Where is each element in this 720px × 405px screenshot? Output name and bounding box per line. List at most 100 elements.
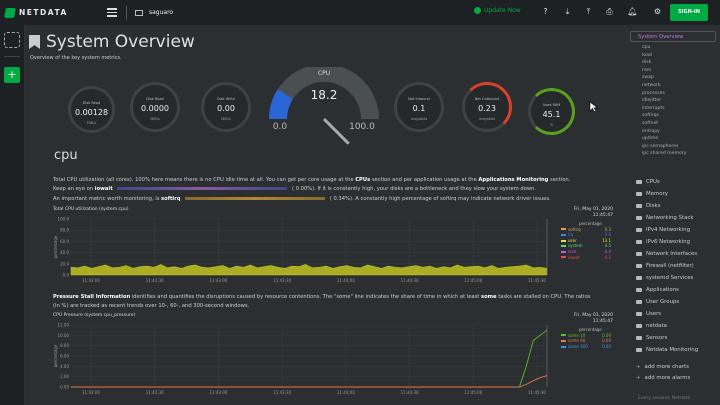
legend-item[interactable]: user 13.1 — [561, 238, 611, 244]
sidebar-subitem-idlejitter[interactable]: idlejitter — [642, 98, 662, 104]
y-tick-label: 10.00 — [58, 333, 70, 338]
top-bar: NETDATA saguaro Update Now ? ⤓ ⤒ ⎙ 🔔︎ ⚙ … — [0, 0, 720, 25]
sidebar-subitem-entropy[interactable]: entropy — [642, 128, 660, 134]
chart-cpu-utilization[interactable]: Total CPU utilization (system.cpu) Fri, … — [53, 207, 621, 285]
mouse-cursor-icon — [589, 101, 599, 113]
cpus-link[interactable]: CPUs — [355, 177, 371, 183]
sidebar-item-disks[interactable]: Disks — [636, 203, 660, 209]
cpu-gauge[interactable]: CPU 18.2 0.0 100.0 — [264, 67, 384, 162]
divider — [126, 5, 127, 20]
gauge-disk-read[interactable]: Disk Read 0.00128 MiB/s — [68, 86, 115, 133]
sidebar-item-cpus[interactable]: CPUs — [636, 179, 660, 185]
download-icon[interactable]: ⤓ — [565, 7, 570, 16]
sidebar-item-label: Network Interfaces — [646, 251, 698, 257]
legend-swatch — [561, 339, 566, 342]
gauge-disk-read-2[interactable]: Disk Read 0.0000 MiB/s — [130, 82, 180, 132]
sidebar-item-firewall-netfilter-[interactable]: Firewall (netfilter) — [636, 263, 694, 269]
gauge-unit: MiB/s — [86, 121, 97, 125]
space-icon[interactable] — [4, 32, 20, 48]
sidebar-subitem-swap[interactable]: swap — [642, 75, 654, 81]
add-space-button[interactable]: + — [4, 67, 20, 83]
sidebar-subitem-processes[interactable]: processes — [642, 90, 665, 96]
legend-item[interactable]: some 10 0.00 — [561, 333, 611, 339]
gauge-net-inbound[interactable]: Net Inbound 0.1 megabits — [394, 82, 444, 132]
sidebar-item-label: Memory — [646, 191, 668, 197]
legend-name: some 60 — [568, 338, 586, 344]
page-subtitle: Overview of the key system metrics. — [30, 55, 122, 61]
gauge-disk-write[interactable]: Disk Write 0.00 MiB/s — [201, 82, 251, 132]
sidebar-subitem-softirqs[interactable]: softirqs — [642, 113, 659, 119]
update-label: Update Now — [484, 7, 521, 14]
gauge-value: 0.0000 — [141, 104, 169, 113]
legend-item[interactable]: some 300 0.00 — [561, 344, 611, 350]
sidebar-subitem-softnet[interactable]: softnet — [642, 121, 659, 126]
host-selector[interactable]: saguaro — [135, 9, 173, 16]
sidebar-item-ipv6-networking[interactable]: IPv6 Networking — [636, 239, 690, 245]
hamburger-menu-icon[interactable] — [107, 8, 117, 17]
sidebar-subitem-ipc-semaphores[interactable]: ipc semaphores — [642, 143, 679, 149]
legend-item[interactable]: iowait 0.1 — [561, 255, 611, 261]
update-now-button[interactable]: Update Now — [474, 7, 521, 14]
legend-item[interactable]: system 4.5 — [561, 243, 611, 249]
gauge-net-outbound[interactable]: Net Outbound 0.23 megabits — [462, 82, 512, 132]
sidebar-item-sensors[interactable]: Sensors — [636, 335, 667, 341]
chart-title: CPU Pressure (system.cpu_pressure) — [53, 313, 136, 318]
sidebar-item-netdata-monitoring[interactable]: Netdata Monitoring — [636, 347, 698, 353]
x-tick-label: 11:42:00 — [82, 278, 100, 283]
applications-link[interactable]: Applications Monitoring — [478, 177, 549, 183]
gauge-unit: MiB/s — [221, 117, 231, 121]
legend-item[interactable]: nice 0.0 — [561, 249, 611, 255]
sidebar-subitem-disk[interactable]: disk — [642, 60, 652, 66]
legend-value: 0.3 — [604, 226, 611, 232]
gauge-label: Disk Read — [146, 97, 164, 101]
gear-icon[interactable]: ⚙ — [653, 7, 662, 16]
cpu-pressure-plot[interactable]: percentage 12.00 10.00 8.00 6.00 4.00 2.00 0.00… — [53, 321, 621, 399]
gauge-label: Used RAM — [542, 103, 561, 107]
sidebar-item-systemd-services[interactable]: systemd Services — [636, 275, 693, 281]
sidebar-item-label: Netdata Monitoring — [646, 347, 699, 353]
sidebar-subitem-uptime[interactable]: uptime — [642, 136, 659, 142]
legend-item[interactable]: some 60 0.00 — [561, 338, 611, 344]
signin-button[interactable]: SIGN-IN — [670, 4, 708, 21]
add-more-alarms-link[interactable]: + add more alarms — [636, 375, 690, 381]
sidebar-item-memory[interactable]: Memory — [636, 191, 668, 197]
cpu-utilization-plot[interactable]: percentage 100.0 80.0 60.0 40.0 20.0 0.0 11:42:… — [53, 215, 621, 287]
add-more-charts-link[interactable]: + add more charts — [636, 364, 689, 370]
gauge-label: Net Outbound — [474, 97, 500, 101]
sidebar-item-users[interactable]: Users — [636, 311, 661, 317]
legend-swatch — [561, 239, 566, 242]
y-axis-label: percentage — [53, 344, 58, 367]
chart-cpu-pressure[interactable]: CPU Pressure (system.cpu_pressure) Fri, … — [53, 313, 621, 397]
psi-label: Pressure Stall Information — [53, 294, 131, 300]
sidebar-item-applications[interactable]: Applications — [636, 287, 679, 293]
sidebar-item-icon — [636, 252, 642, 256]
sidebar-item-icon — [636, 264, 642, 268]
text-fragment: Total CPU utilization (all cores). 100% … — [53, 177, 356, 183]
sidebar-item-ipv4-networking[interactable]: IPv4 Networking — [636, 227, 690, 233]
sidebar-subitem-ram[interactable]: ram — [642, 67, 652, 73]
sidebar-item-system-overview[interactable]: System Overview — [630, 31, 716, 42]
upload-icon[interactable]: ⤒ — [586, 7, 591, 16]
sidebar-item-networking-stack[interactable]: Networking Stack — [636, 215, 693, 221]
sidebar-item-label: systemd Services — [646, 275, 694, 281]
print-icon[interactable]: ⎙ — [606, 7, 613, 16]
legend-item[interactable]: softirq 0.3 — [561, 227, 611, 233]
legend-unit: percentage — [579, 221, 602, 226]
sidebar-item-user-groups[interactable]: User Groups — [636, 299, 679, 305]
gauge-used-ram[interactable]: Used RAM 45.1 % — [528, 88, 575, 135]
netdata-logo[interactable]: NETDATA — [4, 7, 95, 18]
sidebar-subitem-interrupts[interactable]: interrupts — [642, 105, 665, 111]
sidebar-item-network-interfaces[interactable]: Network Interfaces — [636, 251, 697, 257]
legend-series: iowait — [561, 255, 580, 261]
sidebar-subitem-load[interactable]: load — [642, 52, 652, 58]
bell-icon[interactable]: 🔔︎ — [627, 7, 638, 16]
help-icon[interactable]: ? — [543, 7, 548, 16]
sidebar-subitem-cpu[interactable]: cpu — [642, 45, 651, 50]
sidebar-subitem-ipc-shared-memory[interactable]: ipc shared memory — [642, 151, 687, 157]
legend-name: some 10 — [568, 332, 586, 338]
legend-item[interactable]: irq 0.0 — [561, 232, 611, 238]
sidebar-item-netdata[interactable]: netdata — [636, 323, 667, 329]
legend-unit: percentage — [579, 327, 602, 332]
sidebar-item-icon — [636, 348, 642, 352]
sidebar-subitem-network[interactable]: network — [642, 83, 661, 88]
